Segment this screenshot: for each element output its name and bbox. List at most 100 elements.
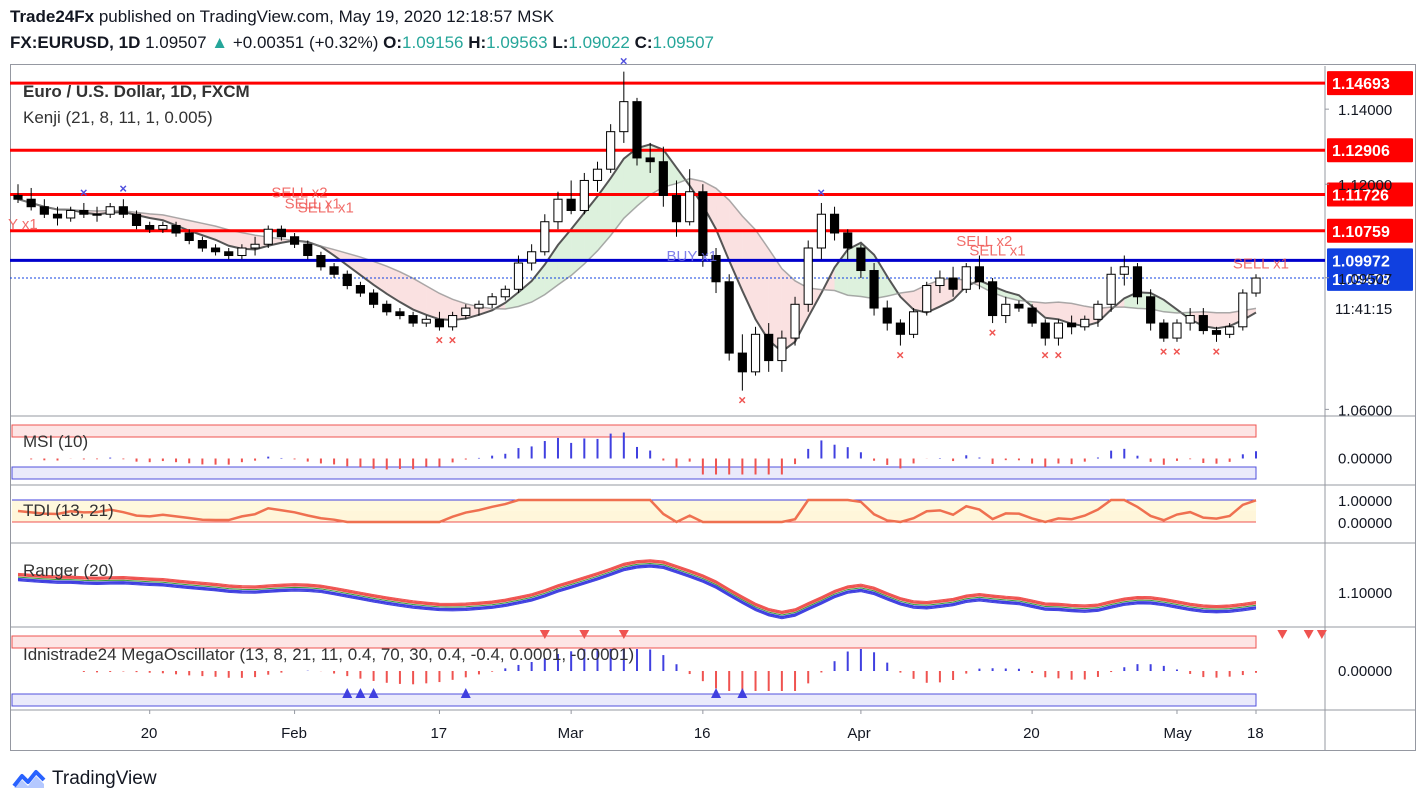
price-tag-label: 1.14693 [1332, 76, 1390, 93]
kenji-cloud [623, 148, 637, 219]
open-value: 1.09156 [402, 33, 464, 52]
candle-body [1238, 292, 1248, 328]
ranger-lower-band [17, 565, 1257, 619]
tradingview-brand[interactable]: TradingView [12, 768, 157, 790]
kenji-cloud [742, 216, 756, 320]
signal-annotation: SELL x2 [956, 233, 1012, 250]
kenji-cloud [557, 229, 572, 285]
candle-body [632, 101, 642, 159]
ranger-lower-band [17, 566, 1257, 620]
price-tag-label: 1.12906 [1332, 143, 1390, 160]
kenji-cloud [413, 278, 427, 315]
candle-body [711, 255, 721, 283]
candle-body [1040, 322, 1050, 339]
candle-body [303, 243, 313, 257]
candle-body [118, 206, 128, 215]
kenji-cloud [347, 253, 361, 276]
candle-body [764, 333, 774, 362]
chart-frame [10, 64, 1416, 751]
mega-title: Idnistrade24 MegaOscillator (13, 8, 21, … [23, 645, 634, 664]
mega-buy-triangle [368, 688, 379, 698]
ranger-title: Ranger (20) [23, 561, 114, 580]
candle-body [395, 311, 405, 317]
sell-signal-marker: × [119, 181, 127, 196]
candle-body [606, 131, 616, 170]
candle-body [1067, 322, 1077, 328]
symbol-label: FX:EURUSD, 1D [10, 33, 141, 52]
sell-signal-marker: × [80, 185, 88, 200]
kenji-cloud [149, 213, 163, 221]
signal-annotation: SELL x1 [285, 196, 341, 213]
price-tick-label: 1.12000 [1338, 177, 1392, 194]
kenji-cloud [716, 188, 730, 261]
candle-body [316, 255, 326, 268]
buy-signal-marker: × [435, 333, 443, 348]
low-label: L: [552, 33, 569, 52]
low-value: 1.09022 [568, 33, 630, 52]
signal-annotation: BUY x1 [667, 248, 718, 265]
mega-buy-triangle [460, 688, 471, 698]
kenji-cloud [399, 271, 414, 310]
open-label: O: [383, 33, 403, 52]
candle-body [158, 224, 168, 230]
sell-signal-marker: × [817, 185, 825, 200]
price-tag [1327, 266, 1413, 291]
candle-body [382, 303, 392, 313]
candle-body [579, 179, 589, 211]
buy-signal-marker: × [1160, 344, 1168, 359]
candle-body [513, 262, 524, 290]
candle-body [988, 281, 998, 317]
up-arrow-icon: ▲ [211, 33, 229, 52]
candle-body [750, 333, 761, 373]
kenji-cloud [1216, 312, 1230, 329]
candle-body [369, 292, 379, 305]
candle-body [856, 247, 866, 272]
kenji-cloud [518, 281, 532, 307]
candle-body [145, 224, 155, 230]
candle-body [52, 213, 63, 219]
candle-body [829, 213, 840, 234]
candle-body [922, 285, 932, 313]
ranger-mid-line [17, 562, 1257, 616]
candle-body [79, 209, 89, 215]
kenji-cloud [900, 291, 914, 310]
kenji-cloud [597, 178, 611, 251]
candle-body [1251, 277, 1261, 294]
kenji-cloud [505, 292, 519, 309]
candle-body [1159, 322, 1169, 339]
time-tick-label: 16 [694, 725, 711, 742]
candle-body [342, 273, 352, 287]
candle-body [816, 213, 826, 249]
price-tag-label: 1.09972 [1332, 253, 1390, 270]
tdi-tick-label: 1.00000 [1338, 493, 1392, 510]
candle-body [1172, 322, 1182, 339]
ranger-lower-band [17, 564, 1257, 618]
candle-body [92, 213, 102, 216]
kenji-cloud [531, 264, 545, 303]
candle-body [500, 288, 510, 298]
brand-name: TradingView [52, 768, 157, 789]
candle-body [540, 221, 550, 253]
candle-body [250, 243, 260, 249]
author-name[interactable]: Trade24Fx [10, 7, 95, 26]
tdi-line [17, 498, 1257, 524]
candle-body [895, 322, 905, 335]
candle-body [210, 247, 221, 253]
candle-body [790, 303, 800, 339]
buy-signal-marker: × [1041, 348, 1049, 363]
candle-body [289, 236, 300, 245]
close-value: 1.09507 [652, 33, 714, 52]
kenji-cloud [1045, 302, 1059, 320]
mega-tick-label: 0.00000 [1338, 663, 1392, 680]
candle-body [434, 318, 445, 328]
time-tick-label: 20 [141, 725, 158, 742]
candle-body [448, 315, 458, 328]
mega-buy-triangle [342, 688, 353, 698]
candle-body [1185, 315, 1195, 324]
kenji-cloud [439, 293, 453, 321]
candle-body [882, 307, 892, 324]
candle-body [527, 251, 537, 264]
candle-body [974, 266, 985, 283]
price-tag-label: 1.11726 [1332, 187, 1389, 204]
